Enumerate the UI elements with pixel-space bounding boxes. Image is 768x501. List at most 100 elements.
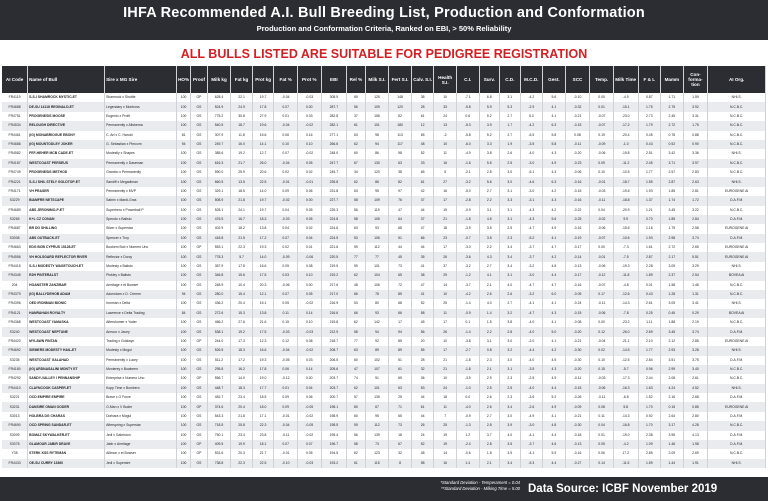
table-cell: 0.29 — [683, 308, 709, 318]
table-cell: -10.5 — [613, 168, 639, 178]
table-cell: 23.4 — [230, 430, 253, 440]
table-cell: BOVEA AI — [707, 271, 766, 281]
table-cell: 11 — [433, 149, 457, 159]
table-cell: 524.9 — [207, 102, 232, 112]
table-cell: GS — [190, 233, 208, 243]
table-cell: 2.85 — [683, 336, 709, 347]
table-cell: FR4688 — [2, 102, 29, 112]
table-cell: 27.9 — [252, 111, 275, 122]
column-header: Fat % — [273, 66, 298, 93]
table-cell: FR4534 — [2, 121, 29, 131]
table-cell: 101 — [365, 383, 390, 393]
table-cell: 231.8 — [321, 186, 348, 197]
table-cell: 0.43 — [638, 139, 662, 150]
table-cell: 2.38 — [638, 430, 662, 440]
table-cell: 3.1 — [499, 93, 521, 103]
table-cell: 21.8 — [230, 196, 253, 206]
table-cell: STERK KSS RYTEMAN — [27, 449, 106, 459]
table-cell: 3.4 — [499, 261, 521, 272]
table-cell: -2.1 — [456, 168, 480, 178]
table-cell: 58 — [346, 327, 366, 337]
column-header: Prot % — [297, 66, 322, 93]
table-cell: 4.3 — [542, 149, 566, 159]
table-cell: 1.75 — [638, 102, 662, 112]
table-cell: D.A.F.M. — [707, 439, 766, 450]
table-cell: -11.5 — [613, 458, 639, 468]
table-cell: 4.4 — [542, 271, 566, 281]
table-cell: GS — [190, 149, 208, 159]
table-cell: 3.74 — [683, 233, 709, 243]
table-cell: 217.6 — [321, 280, 348, 290]
table-cell: -3.0 — [520, 421, 544, 431]
table-cell: 0.10 — [297, 139, 322, 150]
table-cell: 44 — [411, 243, 435, 253]
table-cell: 120 — [365, 168, 390, 178]
table-cell: -1.8 — [456, 355, 480, 365]
table-cell: 53 — [346, 299, 366, 309]
table-cell: -0.25 — [565, 214, 591, 225]
table-cell: 4.1 — [542, 336, 566, 347]
table-cell: 3.8 — [499, 318, 521, 328]
table-cell: 18 — [433, 393, 457, 403]
table-cell: -0.9 — [456, 308, 480, 318]
table-cell: -0.11 — [273, 430, 298, 440]
table-cell: 89 — [388, 346, 412, 356]
table-cell: GS — [190, 121, 208, 131]
table-cell: 23.4 — [230, 393, 253, 403]
table-cell: Eugenio x Profit — [104, 111, 177, 122]
table-cell: -3.0 — [520, 158, 544, 168]
table-cell: -0.02 — [589, 214, 614, 225]
table-cell: 68 — [388, 224, 412, 234]
table-cell: -6.5 — [520, 130, 544, 140]
table-cell: EDG BOB CYPRUS 15128-ET — [27, 243, 106, 253]
table-cell: 77 — [346, 252, 366, 262]
table-cell: -0.30 — [565, 346, 591, 356]
table-cell: 109 — [365, 102, 390, 112]
table-cell: 19.2 — [230, 149, 253, 159]
table-cell: 0.88 — [683, 130, 709, 140]
table-cell: 1.5 — [479, 318, 501, 328]
table-cell: 17 — [388, 318, 412, 328]
table-cell: -0.15 — [565, 383, 591, 393]
table-cell: 4.4 — [542, 430, 566, 440]
table-cell: 282.1 — [321, 121, 348, 131]
table-cell: -2 — [433, 130, 457, 140]
table-cell: -0.04 — [273, 421, 298, 431]
table-cell: 112 — [365, 421, 390, 431]
table-cell: GS — [190, 205, 208, 215]
table-cell: 2.6 — [499, 149, 521, 159]
table-cell: 10 — [433, 139, 457, 150]
table-cell: FR4171 — [2, 186, 29, 197]
table-cell: -4.7 — [520, 224, 544, 234]
table-cell: 4.1 — [542, 318, 566, 328]
table-cell: 4.13 — [683, 430, 709, 440]
table-cell: 12.3 — [252, 336, 275, 347]
table-cell: -0.16 — [565, 177, 591, 187]
table-cell: 65 — [411, 130, 435, 140]
table-cell: 17.8 — [252, 102, 275, 112]
table-cell: NHI.S. — [707, 299, 766, 309]
table-cell: 148 — [388, 93, 412, 103]
table-cell: 16 — [433, 458, 457, 468]
table-cell: 2.63 — [683, 177, 709, 187]
table-cell: 80 — [365, 299, 390, 309]
table-cell: -4.9 — [613, 93, 639, 103]
table-cell: 1.31 — [683, 289, 709, 300]
table-cell: 2.93 — [660, 346, 684, 356]
table-cell: 17 — [433, 196, 457, 206]
table-cell: 1.46 — [683, 280, 709, 290]
table-cell: -4.9 — [456, 149, 480, 159]
table-cell: 17 — [433, 243, 457, 253]
table-cell: -0.13 — [565, 439, 591, 450]
column-header: Temp. — [589, 66, 614, 93]
table-cell: 2.69 — [683, 449, 709, 459]
table-cell: 329.1 — [207, 186, 232, 197]
table-cell: -4.9 — [520, 411, 544, 422]
table-cell: -3.6 — [520, 393, 544, 403]
data-source: Data Source: ICBF November 2019 — [528, 483, 718, 495]
table-cell: 26 — [433, 252, 457, 262]
table-cell: 16.6 — [252, 346, 275, 356]
table-cell: 60 — [346, 411, 366, 422]
table-cell: 19.6 — [252, 121, 275, 131]
table-cell: 101 — [365, 121, 390, 131]
